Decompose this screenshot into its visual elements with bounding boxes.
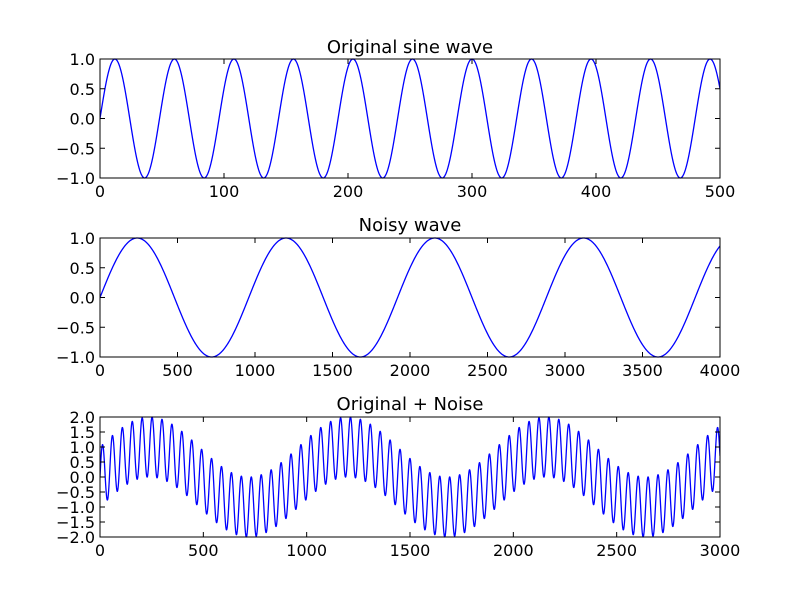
x-tick-label: 2000 [493, 541, 534, 560]
x-tick-label: 1500 [390, 541, 431, 560]
x-tick-label: 3000 [700, 541, 741, 560]
y-tick-label: 1.0 [70, 438, 95, 457]
x-tick-label: 200 [333, 182, 364, 201]
series-line [100, 416, 720, 538]
y-tick-label: −2.0 [56, 528, 95, 547]
series-line [100, 237, 720, 358]
axes-frame [99, 58, 721, 179]
x-tick-label: 2000 [390, 361, 431, 380]
y-tick-label: 0.5 [70, 453, 95, 472]
x-tick-label: 2500 [596, 541, 637, 560]
y-tick-label: 1.5 [70, 423, 95, 442]
y-tick-label: −0.5 [56, 483, 95, 502]
x-tick-label: 1000 [286, 541, 327, 560]
y-tick-label: 0.0 [70, 468, 95, 487]
x-tick-label: 0 [95, 182, 105, 201]
x-tick-label: 500 [188, 541, 219, 560]
x-tick-label: 0 [95, 541, 105, 560]
y-tick-label: 1.0 [70, 50, 95, 69]
y-tick-label: −1.5 [56, 513, 95, 532]
series-line [100, 58, 720, 179]
x-tick-label: 500 [162, 361, 193, 380]
y-tick-label: 2.0 [70, 408, 95, 427]
x-tick-label: 2500 [467, 361, 508, 380]
y-tick-label: 0.5 [70, 80, 95, 99]
x-tick-label: 300 [457, 182, 488, 201]
y-tick-label: 0.0 [70, 289, 95, 308]
y-tick-label: −1.0 [56, 169, 95, 188]
y-tick-label: −0.5 [56, 318, 95, 337]
x-tick-label: 400 [581, 182, 612, 201]
y-tick-label: 0.0 [70, 110, 95, 129]
x-tick-label: 1000 [235, 361, 276, 380]
subplot-noisy: Noisy wave 0 500 1000 1500 2000 2500 3000 3500 4… [56, 215, 740, 380]
chart-title: Original + Noise [337, 394, 484, 415]
y-tick-label: 1.0 [70, 229, 95, 248]
x-tick-label: 500 [705, 182, 736, 201]
x-tick-label: 0 [95, 361, 105, 380]
x-tick-label: 3000 [545, 361, 586, 380]
x-tick-label: 1500 [312, 361, 353, 380]
y-tick-label: −0.5 [56, 139, 95, 158]
y-tick-label: −1.0 [56, 498, 95, 517]
chart-title: Noisy wave [359, 215, 462, 236]
subplot-original: Original sine wave 0 100 200 300 400 500 1.0 0.… [56, 37, 735, 201]
y-tick-label: −1.0 [56, 348, 95, 367]
x-tick-label: 100 [209, 182, 240, 201]
x-tick-label: 3500 [622, 361, 663, 380]
x-tick-label: 4000 [700, 361, 741, 380]
y-tick-label: 0.5 [70, 259, 95, 278]
chart-title: Original sine wave [327, 37, 493, 58]
subplot-combined: Original + Noise 0 500 1000 1500 2000 2500 300… [56, 394, 740, 560]
